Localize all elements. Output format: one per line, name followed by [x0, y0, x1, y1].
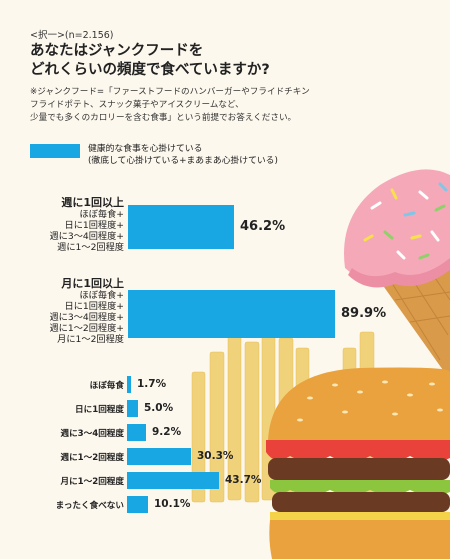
frequency-value: 5.0% — [144, 402, 174, 414]
question-line-2: どれくらいの頻度で食べていますか? — [30, 62, 270, 78]
group-sub-line: 週に3〜4回程度+ — [49, 231, 124, 242]
group-sub-line: 日に1回程度+ — [64, 301, 124, 312]
question-line-1: あなたはジャンクフードを — [30, 43, 204, 59]
category-label: 日に1回程度 — [75, 405, 124, 415]
group-label-monthly: 月に1回以上 ほぼ毎食+ 日に1回程度+ 週に3〜4回程度+ 週に1〜2回程度+… — [6, 277, 124, 345]
frequency-value: 1.7% — [137, 378, 167, 390]
group-title: 週に1回以上 — [61, 196, 124, 209]
question-title: あなたはジャンクフードを どれくらいの頻度で食べていますか? — [30, 42, 440, 80]
group-sub-line: ほぼ毎食+ — [79, 209, 124, 220]
category-label: 週に1〜2回程度 — [60, 453, 124, 463]
legend-line-2: (徹底して心掛けている+まあまあ心掛けている) — [88, 156, 278, 166]
definition-note: ※ジャンクフード=「ファーストフードのハンバーガーやフライドチキン フライドポテ… — [30, 86, 440, 125]
category-label: ほぼ毎食 — [89, 381, 124, 391]
category-label: 月に1〜2回程度 — [60, 477, 124, 487]
note-line-2: フライドポテト、スナック菓子やアイスクリームなど、 — [30, 100, 244, 110]
frequency-value: 10.1% — [154, 498, 191, 510]
frequency-bar — [127, 376, 131, 393]
group-value-monthly: 89.9% — [341, 306, 387, 321]
frequency-value: 9.2% — [152, 426, 182, 438]
frequency-bar — [127, 472, 219, 489]
group-bar-monthly — [128, 290, 335, 338]
category-label: まったく食べない — [55, 501, 124, 511]
group-sub-line: 週に1〜2回程度+ — [49, 323, 124, 334]
group-sub-line: ほぼ毎食+ — [79, 290, 124, 301]
group-value-weekly: 46.2% — [240, 219, 286, 234]
category-label: 週に3〜4回程度 — [60, 429, 124, 439]
group-sub-line: 月に1〜2回程度 — [57, 334, 124, 345]
frequency-bar — [127, 448, 191, 465]
legend-label: 健康的な食事を心掛けている (徹底して心掛けている+まあまあ心掛けている) — [88, 143, 278, 167]
frequency-value: 43.7% — [225, 474, 262, 486]
group-sub-line: 週に1〜2回程度 — [57, 242, 124, 253]
note-line-1: ※ジャンクフード=「ファーストフードのハンバーガーやフライドチキン — [30, 87, 310, 97]
frequency-bar — [127, 400, 138, 417]
group-bar-weekly — [128, 205, 234, 249]
frequency-bar — [127, 496, 148, 513]
group-sub-line: 日に1回程度+ — [64, 220, 124, 231]
group-title: 月に1回以上 — [61, 277, 124, 290]
note-line-3: 少量でも多くのカロリーを含む食事」という前提でお答えください。 — [30, 113, 297, 123]
sample-header: <択一>(n=2.156) — [30, 30, 114, 41]
frequency-value: 30.3% — [197, 450, 234, 462]
frequency-bar — [127, 424, 146, 441]
legend-swatch — [30, 144, 80, 158]
group-sub-line: 週に3〜4回程度+ — [49, 312, 124, 323]
group-label-weekly: 週に1回以上 ほぼ毎食+ 日に1回程度+ 週に3〜4回程度+ 週に1〜2回程度 — [6, 196, 124, 253]
legend-line-1: 健康的な食事を心掛けている — [88, 144, 203, 154]
